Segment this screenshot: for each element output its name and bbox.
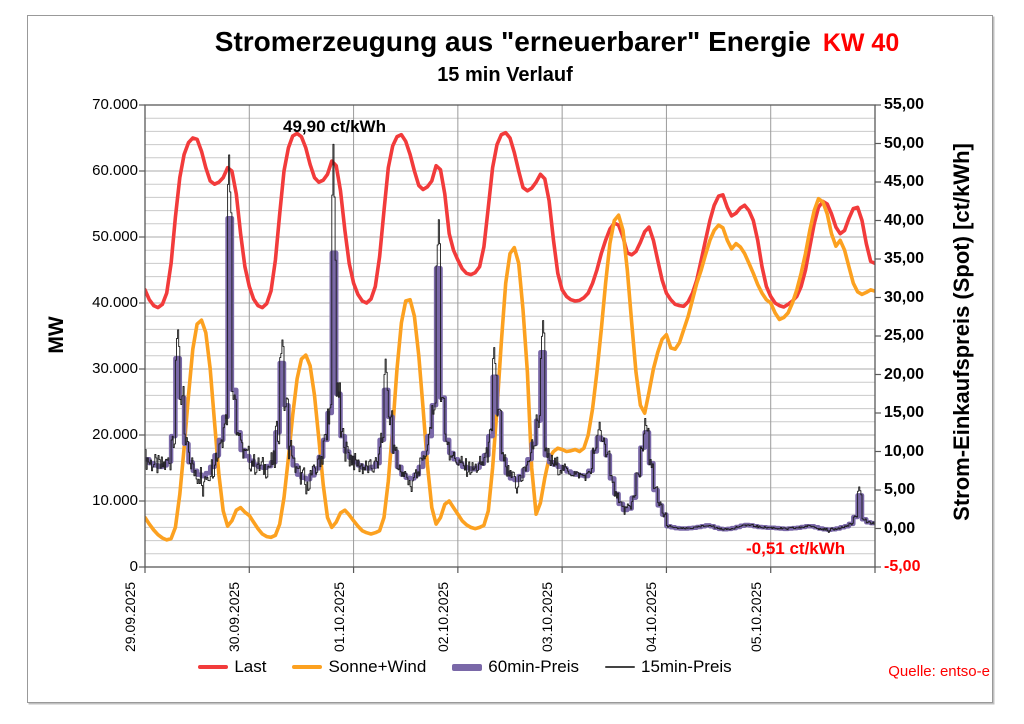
chart-outer-border xyxy=(27,15,993,703)
right-axis-tick-label: 15,00 xyxy=(884,404,925,421)
legend: Last Sonne+Wind 60min-Preis 15min-Preis xyxy=(115,657,815,677)
right-axis-tick-label: -5,00 xyxy=(884,558,921,575)
right-axis-tick-label: 0,00 xyxy=(884,519,916,537)
chart-title: Stromerzeugung aus "erneuerbarer" Energi… xyxy=(214,26,811,57)
left-axis-tick-label: 40.000 xyxy=(92,294,138,311)
legend-label-15min-preis: 15min-Preis xyxy=(640,657,732,676)
legend-label-last: Last xyxy=(234,657,267,676)
right-axis-tick-label: 20,00 xyxy=(884,365,925,383)
x-axis-date-label: 02.10.2025 xyxy=(434,581,451,652)
left-axis-tick-label: 60.000 xyxy=(92,162,138,179)
x-axis-date-label: 04.10.2025 xyxy=(643,581,660,652)
left-axis-tick-label: 70.000 xyxy=(92,96,138,113)
max-price-annotation: 49,90 ct/kWh xyxy=(283,117,386,136)
sonne-wind-series-line xyxy=(145,196,875,542)
x-axis-date-label: 01.10.2025 xyxy=(330,581,347,652)
right-axis-tick-label: 30,00 xyxy=(884,288,925,306)
chart-title-week: KW 40 xyxy=(822,29,900,57)
legend-item-60min-preis: 60min-Preis xyxy=(452,657,579,677)
60min-preis-line-swatch xyxy=(452,663,483,671)
right-axis-tick-label: 25,00 xyxy=(884,327,925,344)
min-price-annotation: -0,51 ct/kWh xyxy=(746,539,846,558)
plot-border xyxy=(144,104,876,568)
last-line-swatch xyxy=(198,665,229,669)
right-axis-tick-label: 5,00 xyxy=(884,481,916,498)
legend-item-last: Last xyxy=(198,657,266,677)
legend-label-sonne-wind: Sonne+Wind xyxy=(328,657,427,676)
right-axis-tick-label: 50,00 xyxy=(884,134,925,152)
right-axis-tick-label: 35,00 xyxy=(884,250,925,267)
right-axis-tick-label: 45,00 xyxy=(884,173,925,190)
x-axis-date-label: 30.09.2025 xyxy=(226,581,243,652)
source-credit: Quelle: entso-e xyxy=(888,663,990,680)
chart-subtitle: 15 min Verlauf xyxy=(437,64,573,86)
left-axis-tick-label: 20.000 xyxy=(92,426,138,443)
last-series-line xyxy=(145,130,875,310)
x-axis-date-label: 05.10.2025 xyxy=(747,581,764,652)
15min-preis-line-swatch xyxy=(604,666,635,668)
gridlines xyxy=(145,105,875,567)
x-axis-date-label: 29.09.2025 xyxy=(122,581,138,652)
sonne-wind-line-swatch xyxy=(292,665,323,669)
right-axis-tick-label: 55,00 xyxy=(884,96,925,113)
15min-preis-series-line xyxy=(145,143,875,533)
left-axis-tick-label: 30.000 xyxy=(92,360,138,377)
right-axis-tick-label: 40,00 xyxy=(884,211,925,229)
legend-item-15min-preis: 15min-Preis xyxy=(604,657,732,677)
series-lines xyxy=(145,130,875,542)
chart-title-row: Stromerzeugung aus "erneuerbarer" Energi… xyxy=(0,26,1024,58)
x-axis-date-label: 03.10.2025 xyxy=(539,581,556,652)
legend-item-sonne-wind: Sonne+Wind xyxy=(292,657,426,677)
legend-label-60min-preis: 60min-Preis xyxy=(488,657,579,676)
right-axis-label: Strom-Einkaufspreis (Spot) [ct/kWh] xyxy=(949,143,974,521)
left-axis-tick-label: 10.000 xyxy=(92,492,138,509)
left-axis-tick-label: 0 xyxy=(129,558,138,575)
axis-ticks xyxy=(139,104,881,573)
left-axis-tick-label: 50.000 xyxy=(92,228,138,245)
right-axis-tick-label: 10,00 xyxy=(884,442,925,460)
